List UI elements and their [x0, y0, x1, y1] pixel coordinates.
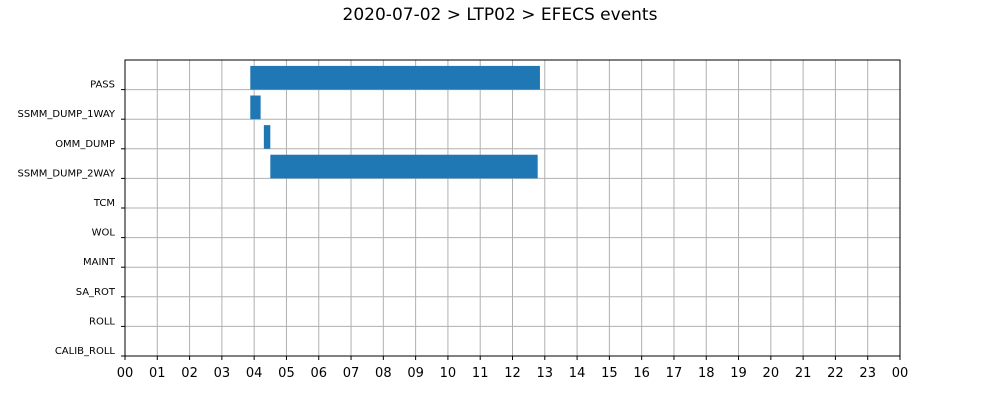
x-tick-label: 09 — [407, 366, 424, 381]
grid-lines — [125, 60, 900, 356]
x-tick-label: 07 — [343, 366, 360, 381]
y-tick-label: SA_ROT — [76, 287, 116, 298]
x-tick-label: 21 — [795, 366, 812, 381]
y-tick-label: TCM — [93, 198, 115, 209]
x-tick-label: 15 — [601, 366, 618, 381]
x-tick-label: 06 — [310, 366, 327, 381]
x-tick-label: 00 — [117, 366, 134, 381]
chart-title: 2020-07-02 > LTP02 > EFECS events — [342, 5, 658, 25]
event-bars — [250, 65, 540, 179]
y-tick-label: CALIB_ROLL — [55, 346, 116, 357]
y-axis: PASS SSMM_DUMP_1WAY OMM_DUMP SSMM_DUMP_2WAY… — [17, 80, 125, 357]
x-tick-label: 13 — [537, 366, 554, 381]
x-tick-label: 02 — [181, 366, 198, 381]
x-tick-label: 10 — [440, 366, 457, 381]
x-tick-label: 18 — [698, 366, 715, 381]
y-tick-label: PASS — [90, 80, 115, 91]
event-bar-omm-dump — [263, 125, 271, 149]
x-tick-label: 04 — [246, 366, 263, 381]
x-tick-label: 11 — [472, 366, 489, 381]
y-tick-label: MAINT — [83, 257, 116, 268]
x-tick-label: 01 — [149, 366, 166, 381]
y-tick-label: SSMM_DUMP_2WAY — [17, 168, 115, 179]
x-tick-label: 16 — [633, 366, 650, 381]
x-tick-label: 12 — [504, 366, 521, 381]
x-tick-label: 20 — [763, 366, 780, 381]
y-tick-label: OMM_DUMP — [55, 139, 115, 150]
x-axis: 00 01 02 03 04 05 06 07 08 09 10 11 12 13 14 15 16 17 18 19… — [117, 356, 909, 381]
x-tick-label: 14 — [569, 366, 586, 381]
x-tick-label: 03 — [214, 366, 231, 381]
event-bar-ssmm-dump-2way — [270, 154, 538, 179]
x-tick-label: 05 — [278, 366, 295, 381]
x-tick-label: 08 — [375, 366, 392, 381]
x-tick-label: 00 — [892, 366, 909, 381]
x-tick-label: 23 — [859, 366, 876, 381]
x-tick-label: 17 — [666, 366, 683, 381]
y-tick-label: WOL — [92, 228, 116, 239]
event-bar-pass — [250, 65, 540, 90]
y-tick-label: SSMM_DUMP_1WAY — [17, 109, 115, 120]
x-tick-label: 22 — [827, 366, 844, 381]
y-tick-label: ROLL — [89, 316, 115, 327]
x-tick-label: 19 — [730, 366, 747, 381]
event-bar-ssmm-dump-1way — [250, 95, 261, 120]
